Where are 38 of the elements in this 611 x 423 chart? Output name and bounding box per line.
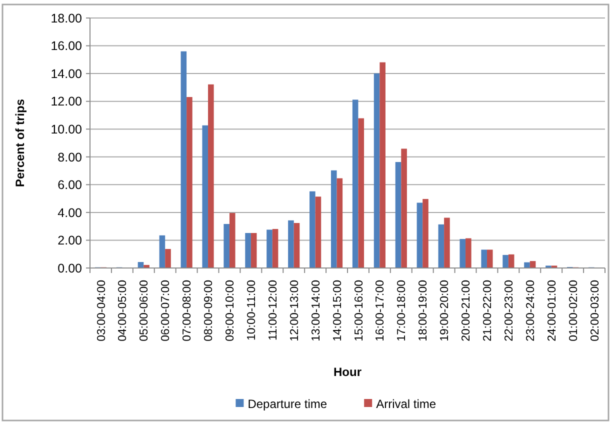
x-axis-title: Hour [334,365,362,379]
y-tick-label: 2.00 [58,234,82,248]
y-tick-label: 0.00 [58,261,82,276]
x-tick-label: 20:00-21:00 [460,280,473,342]
x-tick-label: 16:00-17:00 [374,280,387,342]
x-tick-label: 01:00-02:00 [568,280,580,342]
y-tick-label: 16.00 [50,39,82,54]
x-tick-label: 03:00-04:00 [96,280,108,342]
y-tick-label: 14.00 [50,66,82,81]
y-axis-title: Percent of trips [13,98,27,188]
x-tick-label: 17:00-18:00 [396,280,408,342]
x-tick-label: 22:00-23:00 [503,280,516,342]
x-tick-label: 18:00-19:00 [418,280,430,342]
y-tick-label: 12.00 [50,94,82,109]
x-tick-label: 14:00-15:00 [332,280,344,342]
x-tick-label: 23:00-24:00 [524,280,537,342]
x-tick-label: 24:00-01:00 [546,280,558,342]
y-tick-label: 8.00 [58,150,82,164]
y-tick-label: 4.00 [58,206,82,220]
x-tick-label: 19:00-20:00 [439,280,452,342]
x-tick-label: 09:00-10:00 [224,280,237,342]
x-tick-label: 21:00-22:00 [482,280,494,342]
x-tick-label: 10:00-11:00 [246,280,258,341]
x-tick-label: 08:00-09:00 [203,280,216,342]
y-tick-label: 18.00 [50,11,82,26]
x-tick-label: 12:00-13:00 [288,280,301,342]
x-tick-label: 07:00-08:00 [182,280,194,342]
legend-label: Arrival time [376,397,436,412]
y-tick-label: 10.00 [50,122,82,136]
x-tick-label: 02:00-03:00 [589,280,602,342]
x-tick-label: 15:00-16:00 [353,280,366,342]
x-tick-label: 04:00-05:00 [117,280,130,342]
x-tick-label: 11:00-12:00 [267,280,280,341]
x-tick-label: 05:00-06:00 [138,280,151,342]
x-tick-label: 13:00-14:00 [310,280,322,342]
legend-label: Departure time [248,397,328,412]
y-tick-label: 6.00 [58,178,82,192]
x-tick-label: 06:00-07:00 [160,280,172,342]
